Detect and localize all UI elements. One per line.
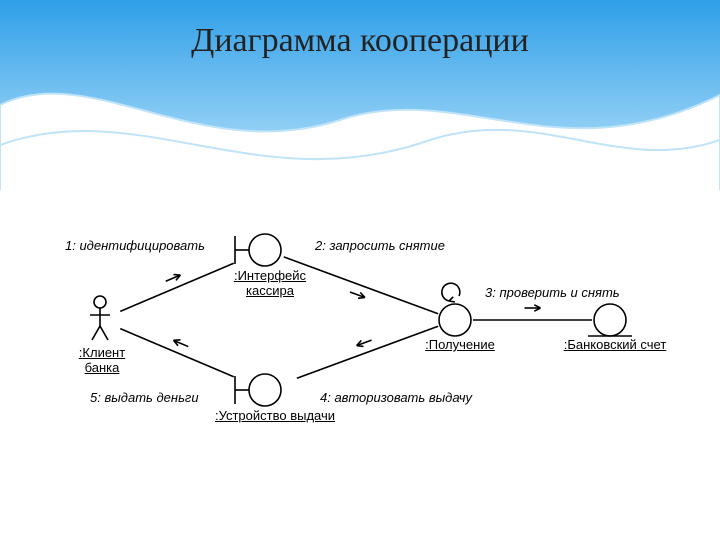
client-label-line1: Клиент	[82, 345, 125, 360]
edge-label-5: 5: выдать деньги	[90, 390, 199, 405]
node-label-receive: :Получение	[415, 337, 505, 352]
slide: Диаграмма кооперации 1: идентифицировать…	[0, 0, 720, 540]
edge-label-4: 4: авторизовать выдачу	[320, 390, 472, 405]
edge-label-2: 2: запросить снятие	[315, 238, 445, 253]
collaboration-diagram: 1: идентифицировать 2: запросить снятие …	[30, 210, 690, 440]
edge-label-3: 3: проверить и снять	[485, 285, 620, 300]
node-label-cashier: :Интерфейскассира	[225, 268, 315, 298]
slide-title: Диаграмма кооперации	[0, 22, 720, 60]
node-label-client: :Клиентбанка	[72, 345, 132, 375]
node-label-account: :Банковский счет	[560, 337, 670, 352]
cashier-label-line1: Интерфейс	[238, 268, 306, 283]
cashier-label-line2: кассира	[246, 283, 294, 298]
node-label-dispense: :Устройство выдачи	[210, 408, 340, 423]
edge-label-1: 1: идентифицировать	[65, 238, 205, 253]
client-label-line2: банка	[85, 360, 120, 375]
